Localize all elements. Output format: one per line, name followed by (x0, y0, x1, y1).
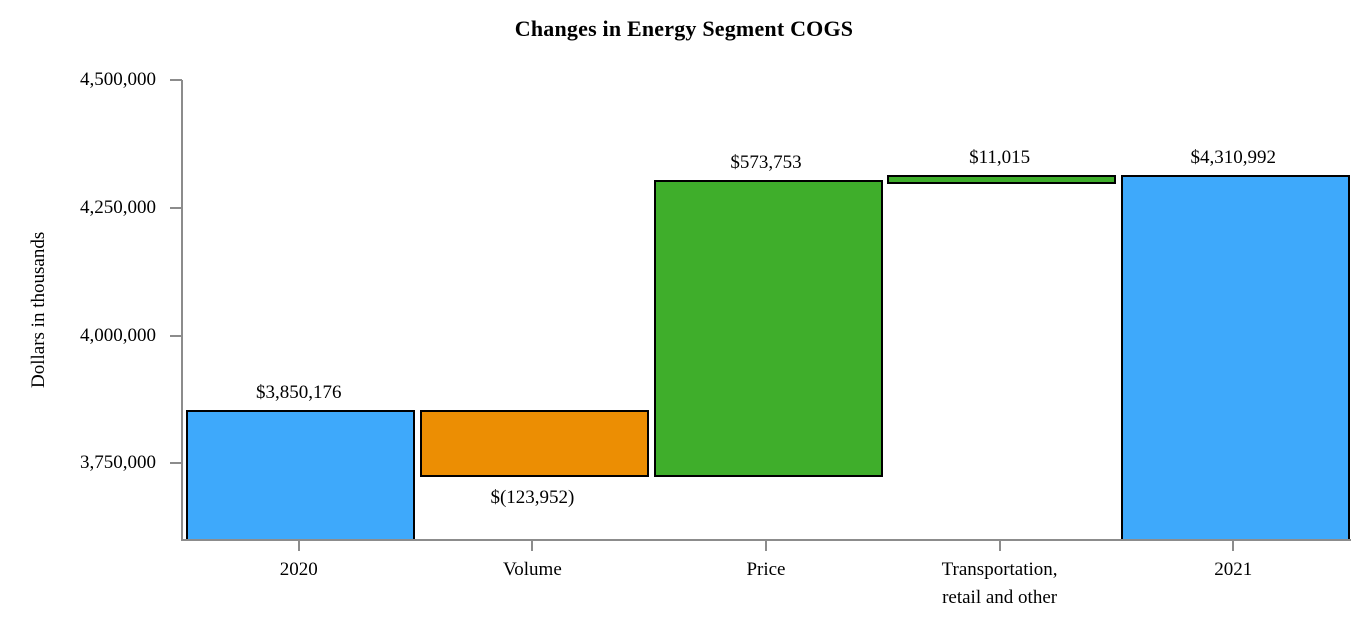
y-axis-line (181, 80, 183, 541)
x-tick-label-transportation-retail-and-other: Transportation, retail and other (883, 556, 1117, 612)
x-tick-price (765, 541, 767, 551)
x-tick-label-line: Transportation, (941, 559, 1058, 580)
x-tick-label-line: 2020 (279, 559, 318, 580)
x-tick-2021 (1232, 541, 1235, 551)
bar-value-label-2021: $4,310,992 (1190, 146, 1276, 168)
bar-transportation-retail-and-other (887, 174, 1117, 185)
x-tick-label-line: retail and other (942, 587, 1058, 608)
bar-volume (419, 410, 649, 478)
y-tick-4-000-000 (170, 334, 182, 337)
x-tick-label-volume: Volume (416, 556, 650, 584)
bar-value-label-price: $573,753 (730, 152, 802, 174)
y-tick-label-4-000-000: 4,000,000 (80, 324, 156, 346)
bar-price (653, 180, 883, 478)
x-axis-line (181, 539, 1351, 541)
x-tick-transportation-retail-and-other (998, 541, 1001, 551)
bar-value-label-volume: $(123,952) (490, 487, 575, 509)
bar-value-label-2020: $3,850,176 (256, 382, 342, 404)
y-tick-4-250-000 (170, 206, 182, 209)
bar-2021 (1120, 174, 1350, 540)
x-tick-label-2020: 2020 (182, 556, 416, 584)
x-tick-label-2021: 2021 (1116, 556, 1350, 584)
x-tick-label-price: Price (649, 556, 883, 584)
y-tick-label-4-500-000: 4,500,000 (80, 69, 156, 90)
y-tick-label-3-750-000: 3,750,000 (80, 452, 156, 474)
chart-title: Changes in Energy Segment COGS (514, 16, 854, 41)
x-tick-volume (531, 541, 534, 551)
y-tick-4-500-000 (170, 79, 182, 81)
x-tick-label-line: Volume (503, 559, 562, 580)
bar-value-label-transportation-retail-and-other: $11,015 (969, 146, 1031, 168)
y-tick-label-4-250-000: 4,250,000 (80, 196, 156, 218)
x-tick-label-line: 2021 (1214, 559, 1253, 580)
x-tick-2020 (297, 541, 300, 551)
bar-2020 (186, 410, 416, 540)
y-tick-3-750-000 (170, 462, 182, 465)
x-tick-label-line: Price (746, 559, 786, 580)
